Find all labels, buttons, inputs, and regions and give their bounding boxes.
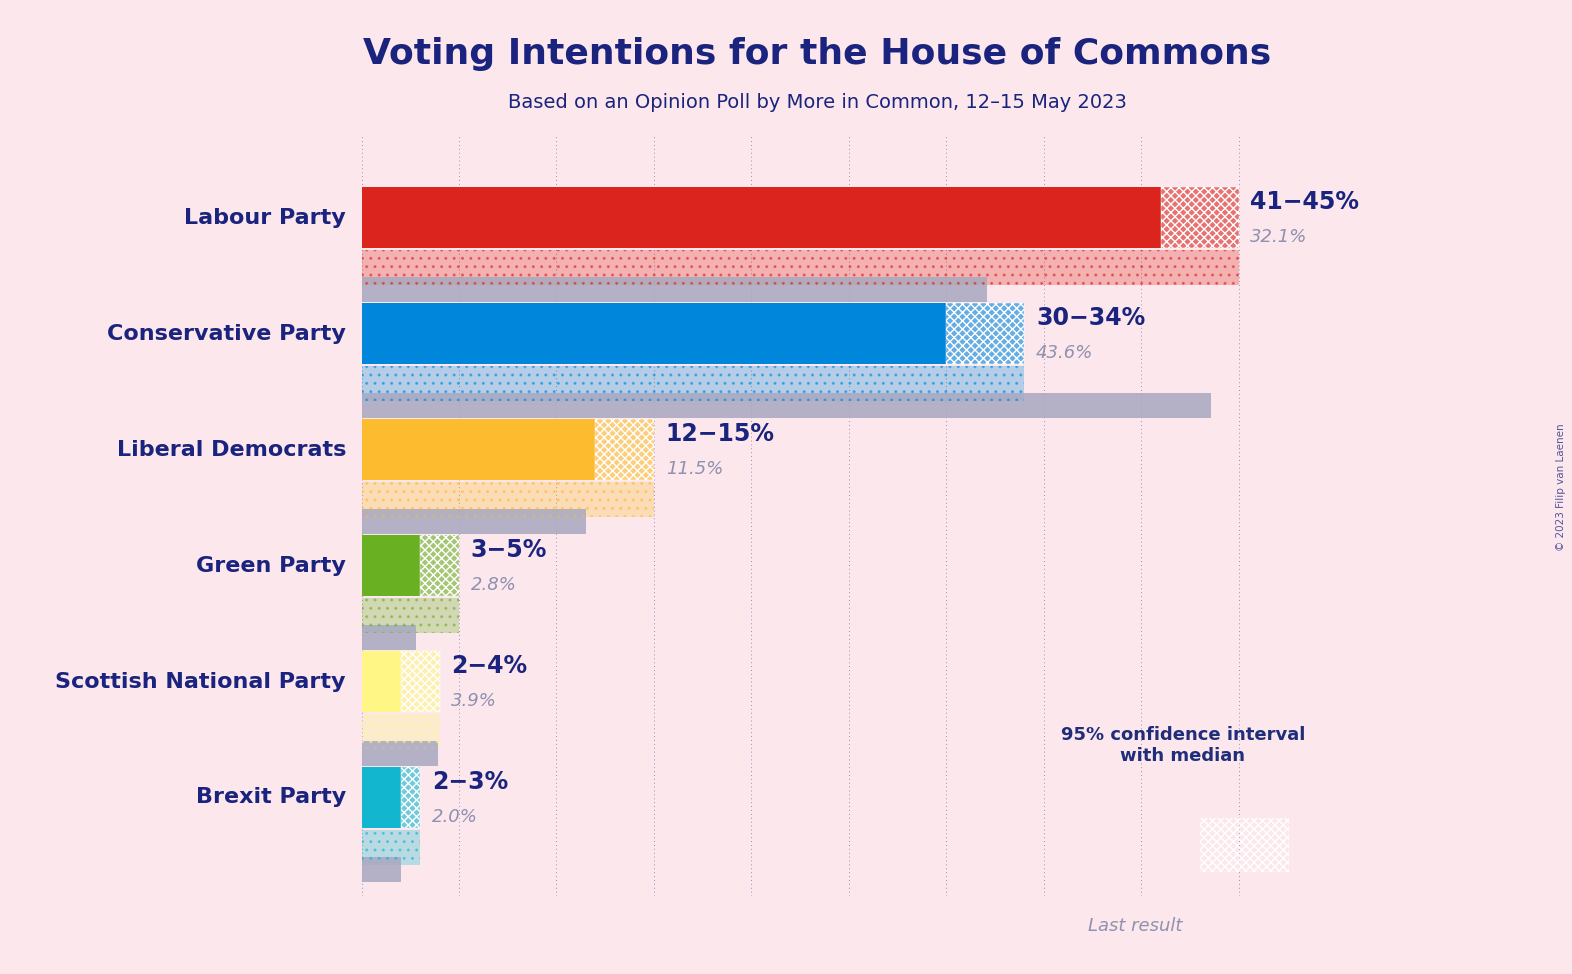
Text: 11.5%: 11.5% — [665, 461, 723, 478]
Bar — [362, 366, 1025, 401]
Text: Liberal Democrats: Liberal Democrats — [116, 439, 346, 460]
Bar — [362, 508, 586, 534]
Bar — [362, 598, 459, 633]
Bar — [401, 768, 420, 828]
Bar — [596, 420, 654, 479]
Text: 30−34%: 30−34% — [1036, 307, 1146, 330]
Text: 2−3%: 2−3% — [432, 770, 508, 795]
Text: Conservative Party: Conservative Party — [107, 323, 346, 344]
Bar — [362, 420, 596, 479]
Text: Scottish National Party: Scottish National Party — [55, 671, 346, 692]
Bar — [362, 740, 437, 767]
Bar — [420, 536, 459, 596]
Text: 41−45%: 41−45% — [1250, 191, 1360, 214]
Bar — [420, 536, 459, 596]
Bar — [362, 714, 440, 749]
Bar — [362, 768, 401, 828]
Text: Brexit Party: Brexit Party — [196, 788, 346, 807]
Bar — [362, 830, 420, 865]
Bar — [362, 482, 654, 517]
Text: Voting Intentions for the House of Commons: Voting Intentions for the House of Commo… — [363, 37, 1272, 70]
Bar — [1160, 187, 1239, 247]
Text: 12−15%: 12−15% — [665, 423, 775, 446]
Bar — [362, 366, 1025, 401]
Bar — [401, 768, 420, 828]
Text: 2.0%: 2.0% — [432, 808, 478, 826]
Bar — [362, 830, 420, 865]
Bar — [596, 420, 654, 479]
Bar — [362, 482, 654, 517]
Bar — [401, 652, 440, 712]
Bar — [362, 624, 417, 651]
Bar — [362, 250, 1239, 284]
Bar — [362, 393, 1212, 418]
Bar — [362, 250, 1239, 284]
Bar — [362, 187, 1160, 247]
Text: Based on an Opinion Poll by More in Common, 12–15 May 2023: Based on an Opinion Poll by More in Comm… — [508, 93, 1127, 112]
Text: 3.9%: 3.9% — [451, 693, 497, 710]
Text: 3−5%: 3−5% — [470, 539, 547, 562]
Bar — [362, 652, 401, 712]
Text: 2.8%: 2.8% — [470, 577, 517, 594]
Bar — [946, 303, 1025, 363]
Bar — [1160, 187, 1239, 247]
Text: Last result: Last result — [1088, 917, 1182, 934]
Text: 43.6%: 43.6% — [1036, 344, 1094, 362]
Text: © 2023 Filip van Laenen: © 2023 Filip van Laenen — [1556, 423, 1566, 551]
Bar — [362, 714, 440, 749]
Bar — [362, 598, 459, 633]
Bar — [362, 857, 401, 882]
Text: 32.1%: 32.1% — [1250, 228, 1308, 246]
Text: 95% confidence interval
with median: 95% confidence interval with median — [1061, 726, 1305, 765]
Bar — [946, 303, 1025, 363]
Bar — [362, 536, 420, 596]
Bar — [362, 303, 946, 363]
Text: Labour Party: Labour Party — [184, 207, 346, 228]
Bar — [362, 277, 987, 302]
Text: 2−4%: 2−4% — [451, 655, 527, 679]
Bar — [401, 652, 440, 712]
Text: Green Party: Green Party — [196, 555, 346, 576]
